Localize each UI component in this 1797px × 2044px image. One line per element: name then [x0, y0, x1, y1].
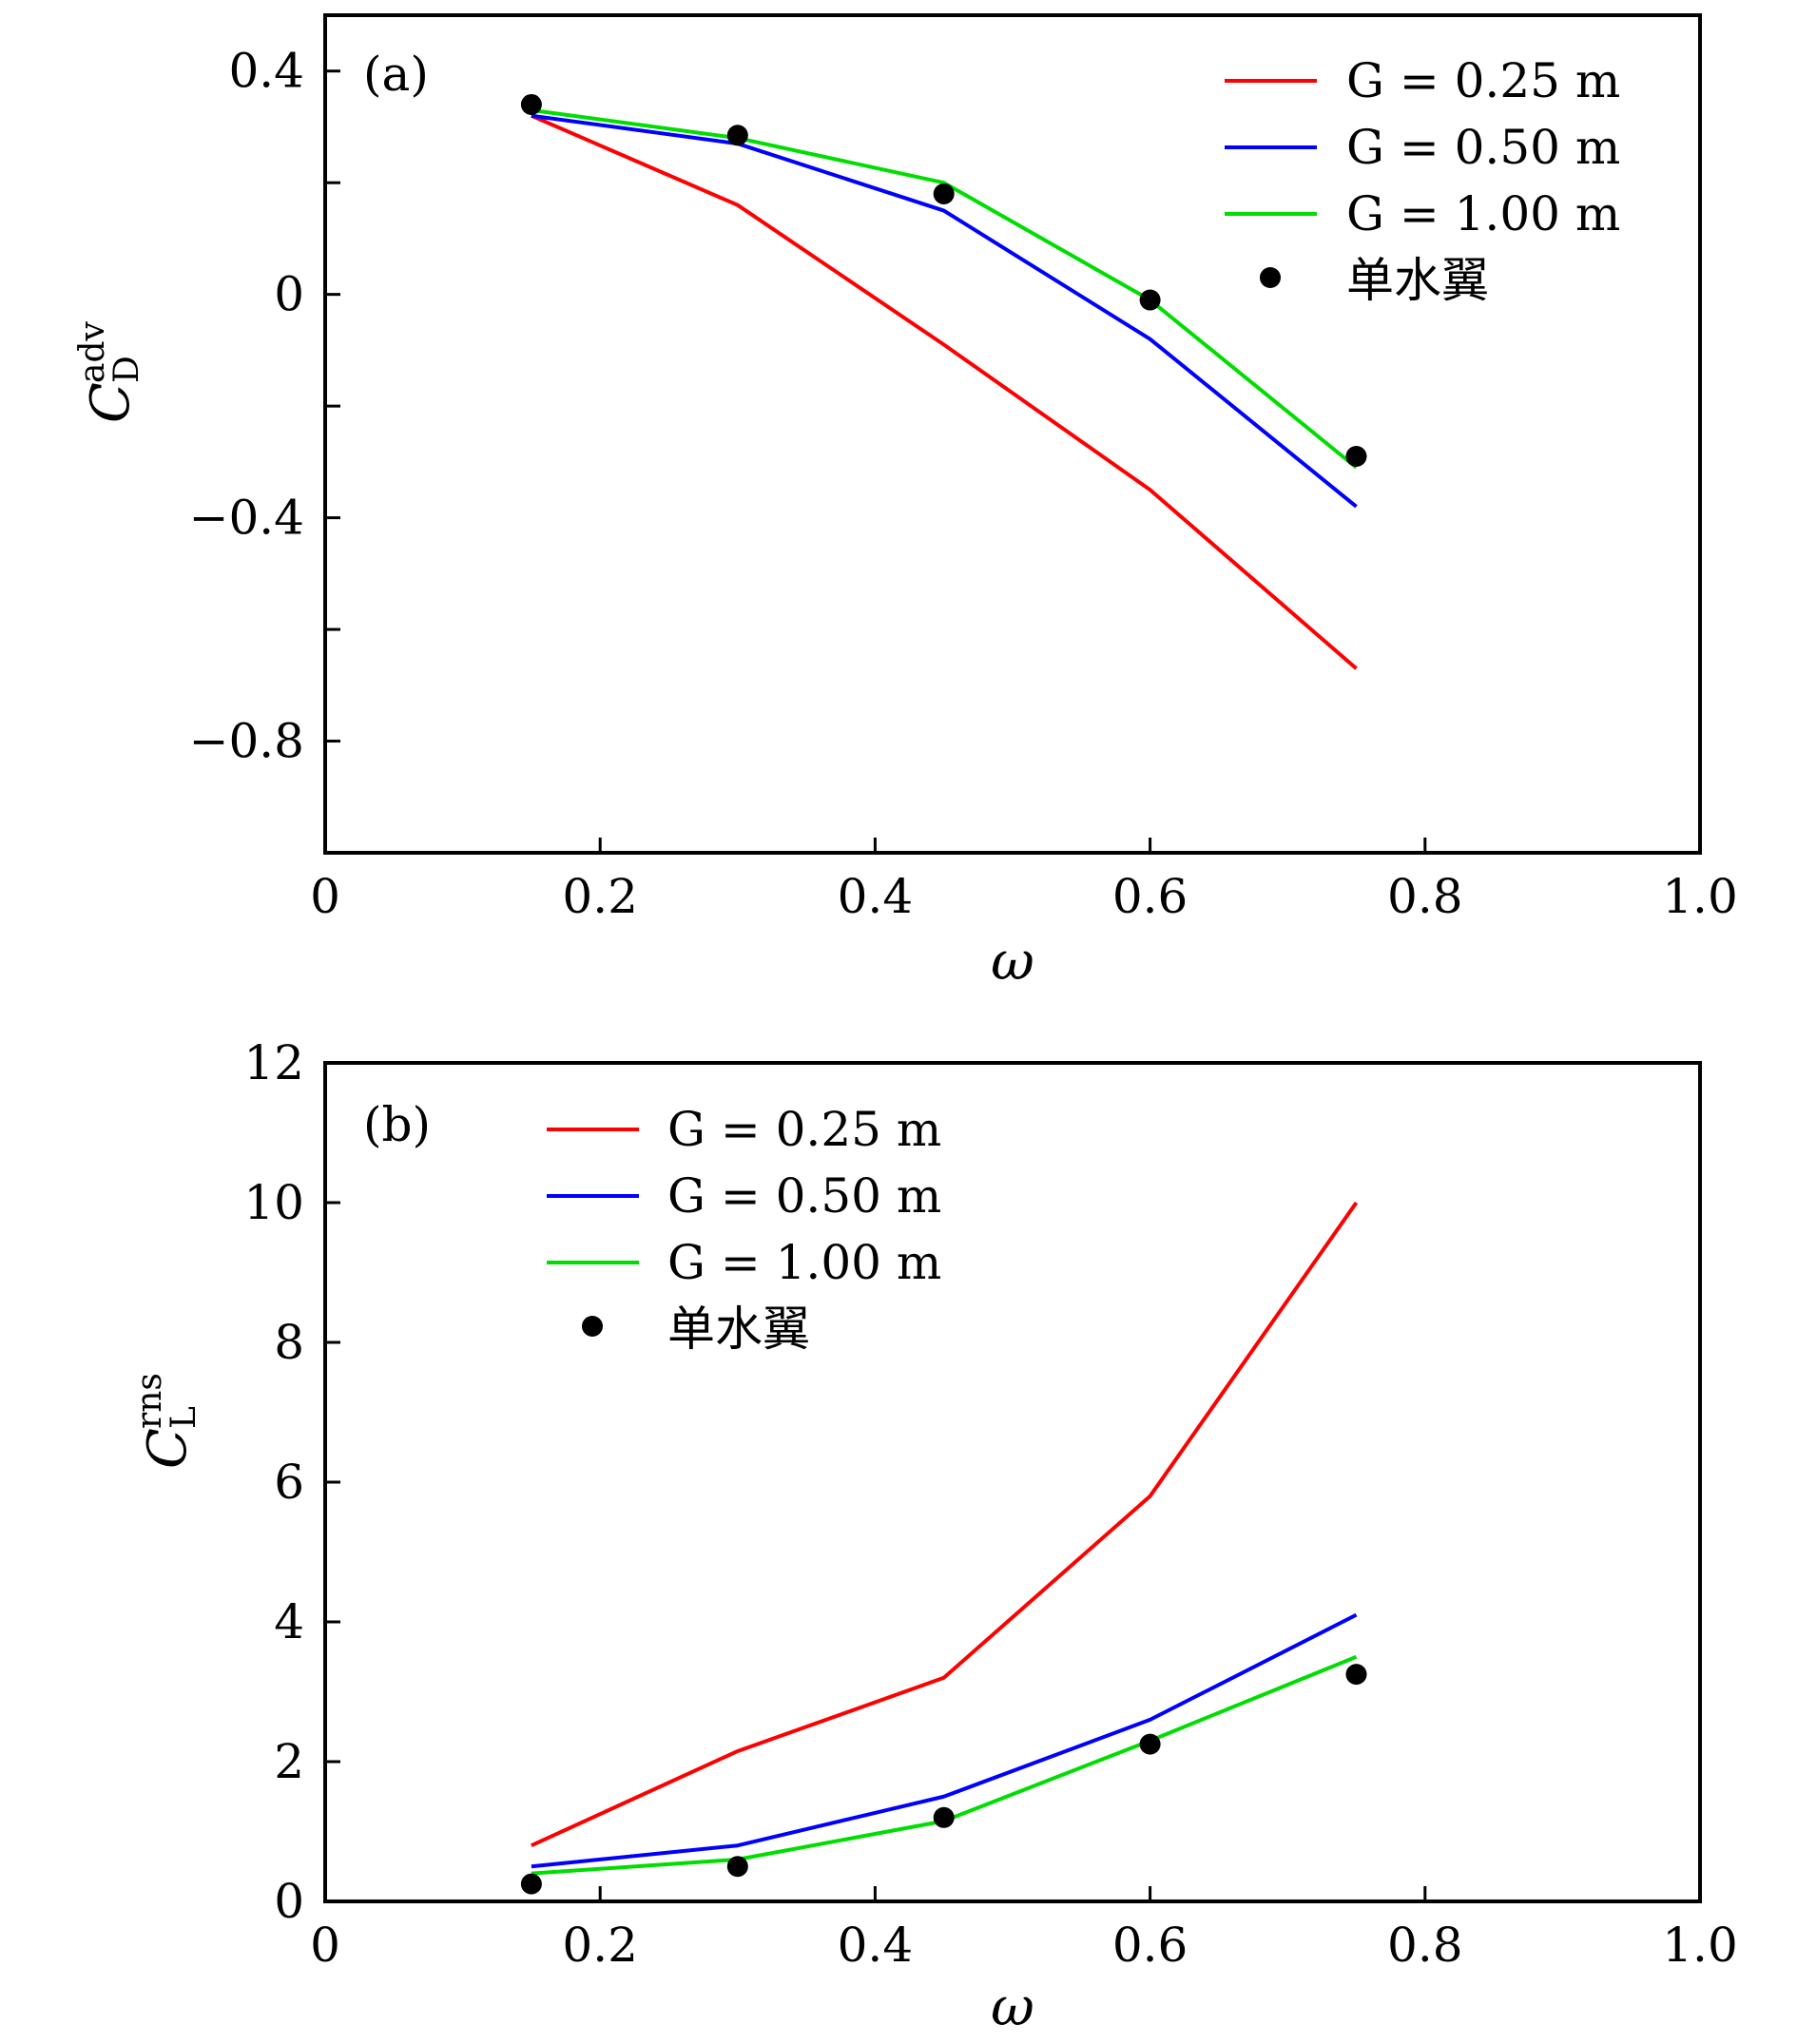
series-line — [531, 113, 1358, 670]
legend: G = 0.25 m G = 0.50 m G = 1.00 m 单水翼 — [547, 1102, 941, 1357]
y-axis-title-subscript: D — [107, 356, 146, 383]
y-axis-title-superscript: adv — [73, 320, 112, 383]
legend-label: 单水翼 — [1346, 253, 1489, 308]
y-tick-label: 12 — [243, 1035, 304, 1090]
data-point — [933, 1806, 955, 1828]
data-point — [933, 183, 955, 204]
y-tick-label: −0.8 — [189, 714, 304, 769]
legend-label: G = 1.00 m — [667, 1235, 941, 1290]
y-tick-label: 10 — [243, 1175, 304, 1230]
legend: G = 0.25 m G = 0.50 m G = 1.00 m 单水翼 — [1225, 53, 1620, 308]
x-tick-label: 0.6 — [1112, 1918, 1188, 1973]
y-axis-title-superscript: rns — [130, 1373, 169, 1429]
x-tick-label: 0.4 — [838, 1918, 914, 1973]
legend-label: G = 0.50 m — [1346, 120, 1620, 175]
series-line — [531, 1612, 1358, 1869]
legend-label: 单水翼 — [667, 1302, 810, 1357]
y-tick-label: 2 — [274, 1734, 304, 1789]
data-point — [520, 1873, 542, 1895]
x-tick-label: 1.0 — [1662, 869, 1738, 924]
data-point — [1139, 289, 1161, 311]
data-point — [520, 93, 542, 115]
panel-label: (a) — [363, 47, 429, 102]
plot-frame — [323, 13, 1702, 855]
data-point — [1345, 445, 1367, 467]
x-tick-label: 0.6 — [1112, 869, 1188, 924]
data-point — [726, 125, 748, 146]
data-point — [726, 1856, 748, 1878]
legend-label: G = 0.25 m — [1346, 53, 1620, 108]
series-line — [531, 107, 1358, 470]
x-axis-title: ω — [991, 931, 1034, 993]
x-tick-label: 0.8 — [1387, 1918, 1463, 1973]
y-axis-title-subscript: L — [164, 1406, 203, 1429]
x-tick-label: 0.8 — [1387, 869, 1463, 924]
legend-label: G = 1.00 m — [1346, 186, 1620, 241]
y-tick-label: 8 — [274, 1315, 304, 1370]
y-axis-title-main: C — [80, 382, 142, 423]
data-point — [1345, 1664, 1367, 1686]
x-tick-label: 1.0 — [1662, 1918, 1738, 1973]
panel-label: (b) — [363, 1097, 431, 1152]
legend-label: G = 0.25 m — [667, 1102, 941, 1157]
x-axis-title: ω — [991, 1977, 1034, 2038]
x-tick-label: 0.4 — [838, 869, 914, 924]
x-tick-label: 0 — [310, 1918, 340, 1973]
y-tick-label: 6 — [274, 1455, 304, 1510]
series-line — [531, 113, 1358, 509]
y-tick-label: 4 — [274, 1594, 304, 1649]
data-point — [1139, 1733, 1161, 1755]
y-tick-label: 0 — [274, 1874, 304, 1929]
y-tick-label: −0.4 — [189, 491, 304, 546]
legend-swatch-marker — [582, 1316, 603, 1337]
x-tick-label: 0 — [310, 869, 340, 924]
x-tick-label: 0.2 — [562, 869, 638, 924]
y-axis-title-main: C — [137, 1428, 199, 1469]
series-line — [531, 1201, 1359, 1848]
y-tick-label: 0 — [274, 267, 304, 322]
legend-label: G = 0.50 m — [667, 1168, 941, 1224]
x-tick-label: 0.2 — [562, 1918, 638, 1973]
legend-swatch-marker — [1260, 267, 1281, 288]
y-tick-label: 0.4 — [228, 44, 304, 99]
